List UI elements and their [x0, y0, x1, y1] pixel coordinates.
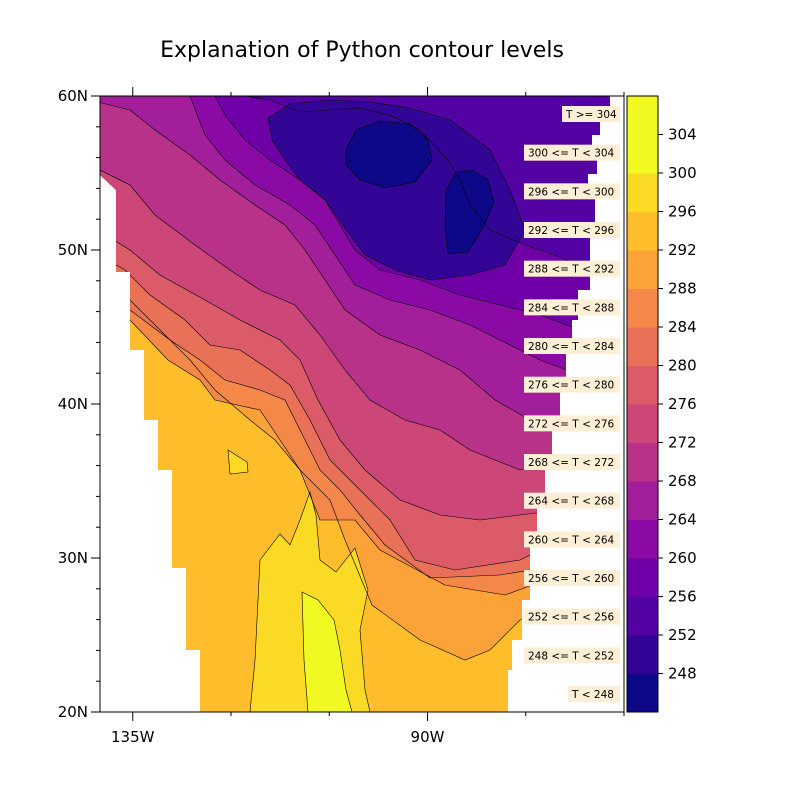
colorbar-swatch [627, 519, 658, 559]
contour-line-14 [227, 449, 249, 475]
colorbar-label: 272 [668, 434, 697, 452]
annotation-label: 252 <= T < 256 [528, 612, 615, 624]
annotation-box [524, 531, 620, 548]
colorbar-label: 256 [668, 588, 697, 606]
colorbar-swatch [627, 481, 658, 520]
contour-band-14 [228, 450, 248, 474]
colorbar-swatch [627, 211, 658, 251]
annotation-label: 276 <= T < 280 [528, 380, 614, 392]
contour-line-13 [444, 169, 495, 255]
colorbar-label: 264 [668, 511, 697, 529]
y-tick-label: 60N [58, 87, 88, 105]
colorbar-swatch [627, 327, 658, 366]
annotation-box [568, 686, 620, 703]
annotation-box [524, 608, 620, 625]
annotation-label: 284 <= T < 288 [528, 302, 614, 314]
colorbar-swatch [627, 596, 658, 636]
annotation-box [524, 647, 620, 664]
x-tick-label: 90W [411, 728, 445, 746]
annotation-label: 296 <= T < 300 [528, 186, 614, 198]
contour-line-16 [301, 591, 353, 712]
colorbar-label: 268 [668, 472, 697, 490]
annotation-label: 280 <= T < 284 [528, 341, 615, 353]
y-tick-label: 30N [58, 549, 88, 567]
axis-ticks: 20N 30N 40N 50N 60N 135W 90W [58, 87, 625, 746]
annotation-label: 292 <= T < 296 [528, 225, 615, 237]
contour-line-12 [345, 120, 433, 189]
annotation-box [524, 376, 620, 393]
colorbar: 248 252 256 260 264 268 272 276 280 284 288 292 296 3… [626, 95, 697, 713]
colorbar-swatch [627, 673, 658, 713]
y-tick-label: 40N [58, 395, 88, 413]
annotation-label: 264 <= T < 268 [528, 496, 614, 508]
annotation-box [524, 144, 620, 161]
annotation-box [524, 222, 620, 239]
annotation-box [562, 106, 620, 122]
annotation-label: T < 248 [571, 689, 614, 701]
annotation-label: 248 <= T < 252 [528, 650, 614, 662]
level-annotations: T >= 304 300 <= T < 304 296 <= T < 300 292 … [524, 106, 620, 703]
colorbar-label: 252 [668, 626, 697, 644]
colorbar-label: 248 [668, 665, 697, 683]
colorbar-swatch [627, 365, 658, 405]
annotation-box [524, 454, 620, 471]
y-tick-label: 50N [58, 241, 88, 259]
colorbar-label: 280 [668, 357, 697, 375]
colorbar-swatch [627, 288, 658, 328]
annotation-label: 268 <= T < 272 [528, 457, 614, 469]
colorbar-label: 300 [668, 164, 697, 182]
annotation-label: 288 <= T < 292 [528, 264, 614, 276]
annotation-box [524, 299, 620, 316]
colorbar-label: 292 [668, 241, 697, 259]
annotation-box [524, 570, 620, 587]
colorbar-swatch [627, 635, 658, 674]
colorbar-swatch [627, 173, 658, 212]
annotation-box [524, 183, 620, 200]
colorbar-label: 304 [668, 126, 697, 144]
colorbar-label: 284 [668, 318, 697, 336]
contour-band-13 [445, 170, 494, 254]
contour-band-12 [346, 121, 432, 188]
colorbar-swatch [627, 96, 658, 135]
colorbar-label: 296 [668, 203, 697, 221]
colorbar-swatch [627, 250, 658, 289]
annotation-label: 260 <= T < 264 [528, 534, 615, 546]
contour-line-15 [249, 490, 371, 712]
annotation-label: 300 <= T < 304 [528, 148, 615, 160]
contour-band-16 [302, 592, 352, 712]
annotation-box [524, 260, 620, 277]
colorbar-label: 276 [668, 395, 697, 413]
colorbar-swatch [627, 442, 658, 482]
annotation-label: T >= 304 [565, 109, 617, 121]
colorbar-swatch [627, 558, 658, 597]
annotation-box [524, 492, 620, 509]
annotation-label: 256 <= T < 260 [528, 573, 614, 585]
annotation-box [524, 338, 620, 355]
colorbar-swatch [627, 404, 658, 443]
contour-line-11 [267, 99, 526, 281]
y-tick-label: 20N [58, 703, 88, 721]
colorbar-label: 288 [668, 280, 697, 298]
annotation-box [524, 415, 620, 432]
colorbar-swatch [627, 134, 658, 174]
chart-title: Explanation of Python contour levels [160, 38, 564, 63]
x-tick-label: 135W [111, 728, 155, 746]
annotation-label: 272 <= T < 276 [528, 418, 615, 430]
colorbar-label: 260 [668, 549, 697, 567]
